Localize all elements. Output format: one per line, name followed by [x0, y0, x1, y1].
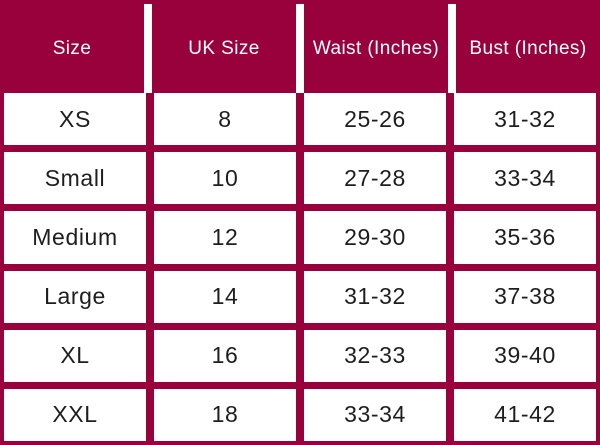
table-row: Medium 12 29-30 35-36 — [4, 211, 596, 264]
table-cell: 32-33 — [304, 329, 446, 382]
table-cell: XXL — [4, 388, 146, 441]
table-cell: 18 — [154, 388, 296, 441]
table-row: XXL 18 33-34 41-42 — [4, 388, 596, 441]
table-cell: 25-26 — [304, 93, 446, 146]
table-row: XL 16 32-33 39-40 — [4, 329, 596, 382]
header-divider — [296, 4, 304, 93]
table-body: XS 8 25-26 31-32 Small 10 27-28 33-34 Me… — [0, 93, 600, 445]
table-cell: 27-28 — [304, 152, 446, 205]
column-header-bust: Bust (Inches) — [456, 4, 600, 93]
table-cell: 31-32 — [454, 93, 596, 146]
table-cell: 29-30 — [304, 211, 446, 264]
table-cell: 31-32 — [304, 270, 446, 323]
table-cell: XL — [4, 329, 146, 382]
table-cell: 8 — [154, 93, 296, 146]
table-cell: 37-38 — [454, 270, 596, 323]
column-header-waist: Waist (Inches) — [304, 4, 448, 93]
table-row: Large 14 31-32 37-38 — [4, 270, 596, 323]
column-header-size: Size — [0, 4, 144, 93]
table-cell: 33-34 — [304, 388, 446, 441]
table-cell: XS — [4, 93, 146, 146]
header-divider — [448, 4, 456, 93]
table-cell: 16 — [154, 329, 296, 382]
table-cell: 33-34 — [454, 152, 596, 205]
table-cell: 14 — [154, 270, 296, 323]
table-cell: Large — [4, 270, 146, 323]
table-header-row: Size UK Size Waist (Inches) Bust (Inches… — [0, 4, 600, 93]
table-row: XS 8 25-26 31-32 — [4, 93, 596, 146]
table-cell: Small — [4, 152, 146, 205]
header-divider — [144, 4, 152, 93]
column-header-uk-size: UK Size — [152, 4, 296, 93]
table-cell: 39-40 — [454, 329, 596, 382]
table-cell: 35-36 — [454, 211, 596, 264]
header-top-strip — [0, 0, 600, 4]
table-cell: Medium — [4, 211, 146, 264]
table-row: Small 10 27-28 33-34 — [4, 152, 596, 205]
table-cell: 12 — [154, 211, 296, 264]
table-cell: 10 — [154, 152, 296, 205]
table-cell: 41-42 — [454, 388, 596, 441]
